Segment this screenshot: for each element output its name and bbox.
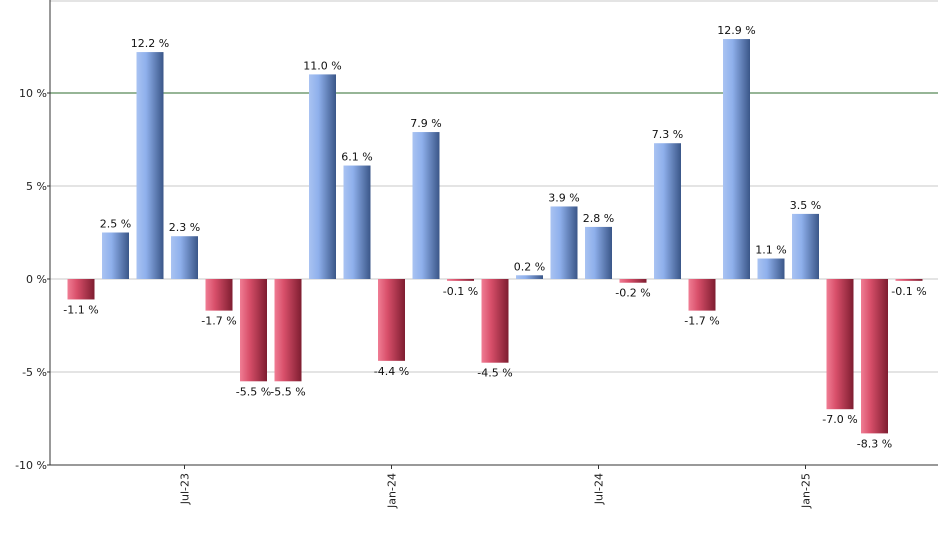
y-tick-label: -5 %	[22, 366, 47, 379]
data-label: -1.1 %	[63, 303, 98, 316]
data-label: 3.9 %	[548, 191, 579, 204]
bar	[688, 279, 716, 311]
data-label: -5.5 %	[236, 385, 271, 398]
data-label: -0.1 %	[891, 285, 926, 298]
data-label: 2.8 %	[583, 212, 614, 225]
bar	[378, 279, 405, 361]
bar	[309, 74, 336, 280]
data-label: 12.2 %	[131, 37, 169, 50]
data-label: 11.0 %	[303, 59, 341, 72]
bar	[585, 226, 612, 279]
bar	[792, 213, 819, 279]
y-tick-label: -10 %	[15, 459, 47, 472]
data-label: -4.5 %	[477, 367, 512, 380]
labels: -10 % -5 % 0 % 5 % 10 % -1.1 % 2.5 % 12.2 % 2.3 …	[15, 24, 927, 509]
data-label: -5.5 %	[270, 385, 305, 398]
bar	[861, 279, 888, 434]
bar	[171, 236, 198, 279]
bar	[67, 279, 95, 300]
bar	[343, 165, 371, 279]
bar	[516, 275, 543, 279]
bar	[619, 279, 647, 283]
bar	[205, 279, 233, 311]
bar	[895, 279, 923, 281]
bar	[274, 279, 302, 382]
x-tick-label: Jul-23	[179, 473, 192, 505]
x-tick-label: Jan-24	[386, 473, 399, 509]
y-tick-label: 5 %	[26, 180, 47, 193]
data-label: 2.3 %	[169, 221, 200, 234]
data-label: 2.5 %	[100, 218, 131, 231]
bar	[481, 279, 509, 363]
data-label: -1.7 %	[684, 315, 719, 328]
bars	[67, 39, 923, 434]
data-label: -0.2 %	[615, 287, 650, 300]
data-label: 1.1 %	[755, 244, 786, 257]
bar	[654, 143, 681, 279]
data-label: -8.3 %	[857, 437, 892, 450]
x-tick-label: Jan-25	[800, 473, 813, 509]
bar	[102, 232, 129, 279]
bar	[240, 279, 267, 382]
bar	[136, 52, 164, 279]
bar	[723, 39, 750, 280]
data-label: 6.1 %	[341, 151, 372, 164]
data-label: 7.9 %	[410, 117, 441, 130]
data-label: -7.0 %	[822, 413, 857, 426]
bar	[757, 258, 785, 279]
data-label: 12.9 %	[717, 24, 755, 37]
bar	[550, 206, 578, 279]
bar	[412, 132, 440, 279]
data-label: -0.1 %	[443, 285, 478, 298]
data-label: 7.3 %	[652, 128, 683, 141]
y-tick-label: 10 %	[19, 87, 47, 100]
bar	[447, 279, 474, 281]
data-label: 3.5 %	[790, 199, 821, 212]
data-label: -4.4 %	[374, 365, 409, 378]
y-tick-label: 0 %	[26, 273, 47, 286]
axes	[47, 0, 938, 469]
data-label: -1.7 %	[201, 315, 236, 328]
x-tick-label: Jul-24	[593, 473, 606, 505]
data-label: 0.2 %	[514, 260, 545, 273]
bar	[826, 279, 854, 410]
